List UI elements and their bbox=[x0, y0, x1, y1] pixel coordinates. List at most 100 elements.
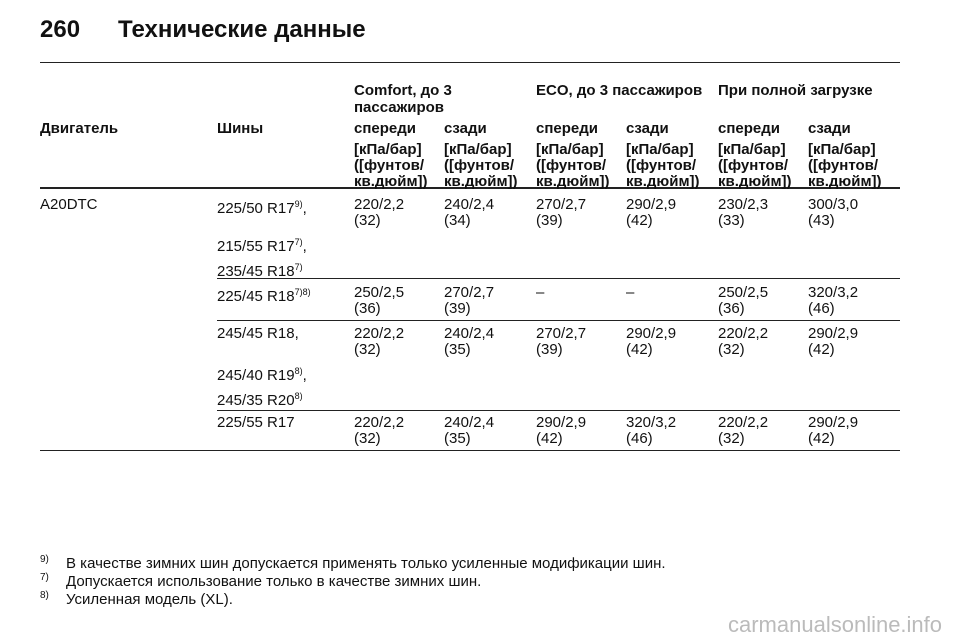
rule bbox=[40, 62, 900, 63]
pressure: 290/2,9 bbox=[626, 325, 677, 342]
unit: кв.дюйм]) bbox=[718, 173, 792, 190]
group-header: Comfort, до 3 пассажиров bbox=[354, 82, 452, 116]
footnote-ref: 8) bbox=[294, 391, 303, 401]
footnote-text: Допускается использование только в качес… bbox=[66, 573, 482, 590]
watermark: carmanualsonline.info bbox=[728, 612, 943, 637]
pressure: 300/3,0 bbox=[808, 196, 859, 213]
pressure: (36) bbox=[718, 300, 745, 317]
pressure: 240/2,4 bbox=[444, 414, 495, 431]
column-header: Шины bbox=[217, 120, 264, 137]
footnote-mark: 7) bbox=[40, 572, 49, 583]
pressure: (46) bbox=[626, 430, 653, 447]
pressure: 250/2,5 bbox=[354, 284, 405, 301]
unit: ([фунтов/ bbox=[536, 157, 607, 174]
tire-size: 225/45 R18 bbox=[217, 288, 295, 305]
pressure: 250/2,5 bbox=[718, 284, 769, 301]
pressure: 220/2,2 bbox=[718, 414, 769, 431]
unit: кв.дюйм]) bbox=[626, 173, 700, 190]
footnote-mark: 9) bbox=[40, 554, 49, 565]
pressure: 290/2,9 bbox=[808, 325, 859, 342]
column-header: сзади bbox=[444, 120, 487, 137]
unit: [кПа/бар] bbox=[444, 141, 512, 158]
tire: 225/45 R187)8) bbox=[217, 284, 311, 305]
column-header: сзади bbox=[626, 120, 669, 137]
rule bbox=[217, 278, 900, 279]
unit: ([фунтов/ bbox=[808, 157, 879, 174]
pressure: (32) bbox=[354, 430, 381, 447]
footnote-text: Усиленная модель (XL). bbox=[66, 591, 233, 608]
rule bbox=[40, 450, 900, 451]
column-header: спереди bbox=[718, 120, 780, 137]
pressure: 320/3,2 bbox=[808, 284, 859, 301]
pressure: (32) bbox=[354, 212, 381, 229]
pressure: (32) bbox=[354, 341, 381, 358]
tire-size: 245/40 R19 bbox=[217, 367, 295, 384]
separator: , bbox=[302, 238, 307, 255]
pressure: (36) bbox=[354, 300, 381, 317]
engine: A20DTC bbox=[40, 196, 98, 213]
unit: [кПа/бар] bbox=[808, 141, 876, 158]
pressure: (35) bbox=[444, 341, 471, 358]
tire-size: 215/55 R17 bbox=[217, 238, 295, 255]
pressure: 270/2,7 bbox=[444, 284, 495, 301]
pressure: 320/3,2 bbox=[626, 414, 677, 431]
pressure: (32) bbox=[718, 341, 745, 358]
rule bbox=[40, 187, 900, 189]
pressure: (46) bbox=[808, 300, 835, 317]
pressure: (33) bbox=[718, 212, 745, 229]
unit: ([фунтов/ bbox=[718, 157, 789, 174]
unit: [кПа/бар] bbox=[626, 141, 694, 158]
pressure: – bbox=[536, 284, 545, 301]
pressure: (42) bbox=[808, 341, 835, 358]
pressure: (42) bbox=[626, 341, 653, 358]
pressure: 230/2,3 bbox=[718, 196, 769, 213]
page-title: Технические данные bbox=[118, 16, 366, 43]
pressure: 270/2,7 bbox=[536, 325, 587, 342]
pressure: 290/2,9 bbox=[536, 414, 587, 431]
pressure: 240/2,4 bbox=[444, 196, 495, 213]
pressure: (39) bbox=[536, 212, 563, 229]
footnote-ref: 9) bbox=[294, 199, 303, 209]
pressure: – bbox=[626, 284, 635, 301]
tire-size: 225/55 R17 bbox=[217, 414, 295, 431]
pressure: (43) bbox=[808, 212, 835, 229]
tire: 215/55 R177), bbox=[217, 234, 307, 255]
footnote-text: В качестве зимних шин допускается примен… bbox=[66, 555, 666, 572]
pressure: (42) bbox=[808, 430, 835, 447]
unit: ([фунтов/ bbox=[354, 157, 425, 174]
unit: ([фунтов/ bbox=[626, 157, 697, 174]
footnote-ref: 8) bbox=[294, 366, 303, 376]
pressure: (39) bbox=[536, 341, 563, 358]
unit: ([фунтов/ bbox=[444, 157, 515, 174]
column-header: спереди bbox=[354, 120, 416, 137]
page-number: 260 bbox=[40, 16, 81, 43]
pressure: 290/2,9 bbox=[626, 196, 677, 213]
column-header: спереди bbox=[536, 120, 598, 137]
column-header: Двигатель bbox=[40, 120, 119, 137]
pressure: 220/2,2 bbox=[354, 414, 405, 431]
group-header: ECO, до 3 пассажиров bbox=[536, 82, 703, 99]
pressure: 270/2,7 bbox=[536, 196, 587, 213]
tire: 235/45 R187) bbox=[217, 259, 303, 280]
unit: кв.дюйм]) bbox=[808, 173, 882, 190]
footnote-ref: 7) bbox=[294, 237, 303, 247]
tire-size: 245/35 R20 bbox=[217, 392, 295, 409]
pressure: (39) bbox=[444, 300, 471, 317]
unit: кв.дюйм]) bbox=[354, 173, 428, 190]
tire-size: 225/50 R17 bbox=[217, 200, 295, 217]
unit: [кПа/бар] bbox=[718, 141, 786, 158]
tire: 245/45 R18, bbox=[217, 325, 299, 342]
tire: 245/35 R208) bbox=[217, 388, 303, 409]
separator: , bbox=[302, 200, 307, 217]
pressure: (34) bbox=[444, 212, 471, 229]
tire: 245/40 R198), bbox=[217, 363, 307, 384]
group-header: При полной загрузке bbox=[718, 82, 873, 99]
pressure: 220/2,2 bbox=[354, 196, 405, 213]
pressure: 240/2,4 bbox=[444, 325, 495, 342]
rule bbox=[217, 320, 900, 321]
unit: кв.дюйм]) bbox=[444, 173, 518, 190]
pressure: (32) bbox=[718, 430, 745, 447]
tire: 225/55 R17 bbox=[217, 414, 295, 431]
footnote-ref: 7)8) bbox=[294, 287, 311, 297]
